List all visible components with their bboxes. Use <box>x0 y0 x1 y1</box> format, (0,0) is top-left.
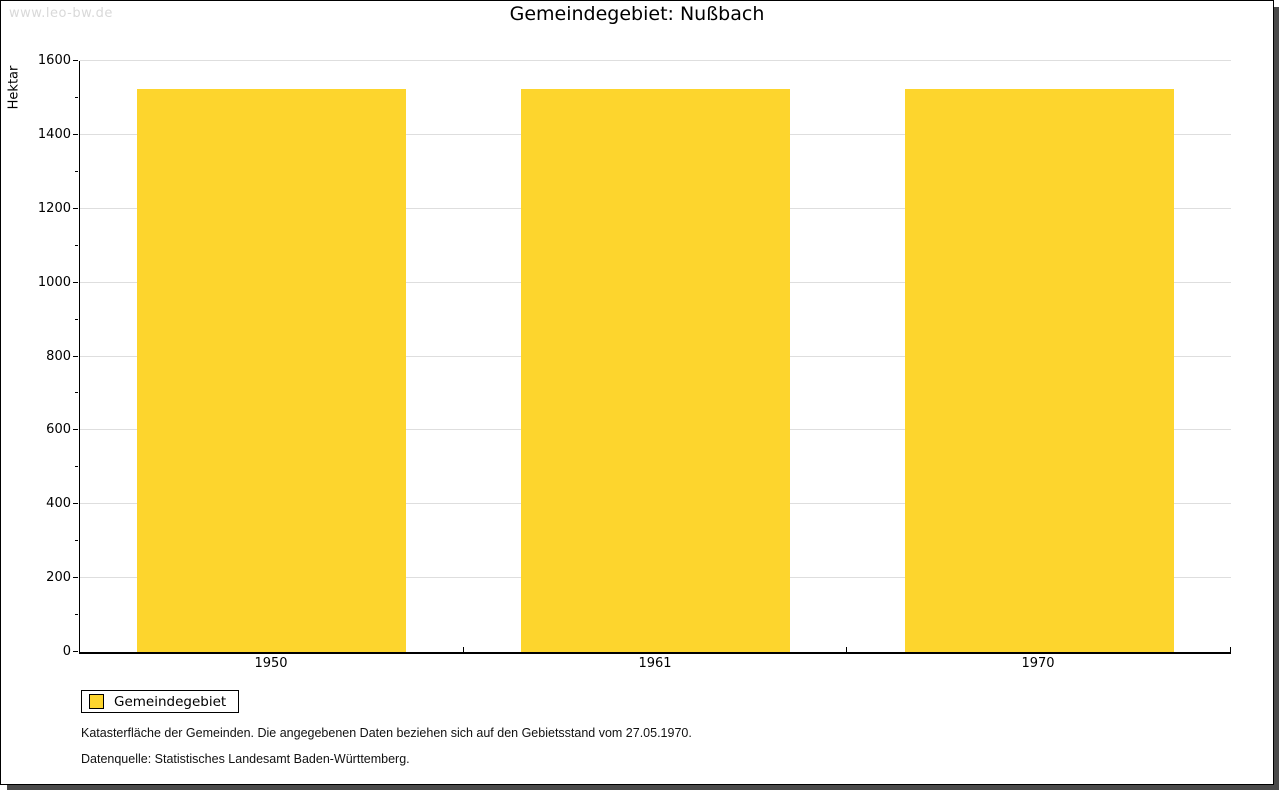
y-tick-major <box>73 503 78 505</box>
y-tick-major <box>73 207 78 209</box>
y-tick-minor <box>75 466 78 468</box>
bar <box>905 89 1174 652</box>
legend-label: Gemeindegebiet <box>114 693 227 710</box>
y-tick-major <box>73 355 78 357</box>
x-tick <box>846 647 847 652</box>
y-tick-major <box>73 60 78 61</box>
y-tick-label: 800 <box>46 348 71 364</box>
y-tick-label: 200 <box>46 570 71 586</box>
x-tick <box>1230 647 1231 652</box>
footnote-line-1: Katasterfläche der Gemeinden. Die angege… <box>81 726 692 740</box>
y-tick-minor <box>75 318 78 320</box>
y-tick-label: 1400 <box>37 126 71 142</box>
y-tick-minor <box>75 614 78 616</box>
y-tick-label: 1000 <box>37 274 71 290</box>
gridline <box>80 60 1231 61</box>
y-tick-minor <box>75 392 78 394</box>
chart-title: Gemeindegebiet: Nußbach <box>509 3 765 25</box>
y-tick-label: 0 <box>62 644 71 659</box>
y-tick-major <box>73 281 78 283</box>
y-tick-major <box>73 133 78 135</box>
y-tick-label: 1200 <box>37 200 71 216</box>
y-tick-minor <box>75 170 78 172</box>
y-tick-minor <box>75 244 78 246</box>
y-tick-major <box>73 429 78 431</box>
y-tick-minor <box>75 96 78 98</box>
x-tick-label: 1961 <box>638 656 672 671</box>
y-tick-major <box>73 651 78 652</box>
bar <box>137 89 406 652</box>
legend: Gemeindegebiet <box>81 690 240 713</box>
y-tick-label: 1600 <box>37 53 71 68</box>
watermark: www.leo-bw.de <box>9 6 113 21</box>
y-tick-major <box>73 577 78 579</box>
plot-area <box>79 60 1231 654</box>
y-tick-label: 400 <box>46 496 71 512</box>
x-tick-label: 1970 <box>1021 656 1055 671</box>
x-tick <box>463 647 464 652</box>
y-axis-title: Hektar <box>6 65 22 110</box>
y-tick-minor <box>75 540 78 542</box>
x-tick-label: 1950 <box>254 656 288 671</box>
y-tick-label: 600 <box>46 422 71 438</box>
legend-swatch <box>89 694 104 709</box>
footnote-line-2: Datenquelle: Statistisches Landesamt Bad… <box>81 752 410 766</box>
bar <box>521 89 790 652</box>
